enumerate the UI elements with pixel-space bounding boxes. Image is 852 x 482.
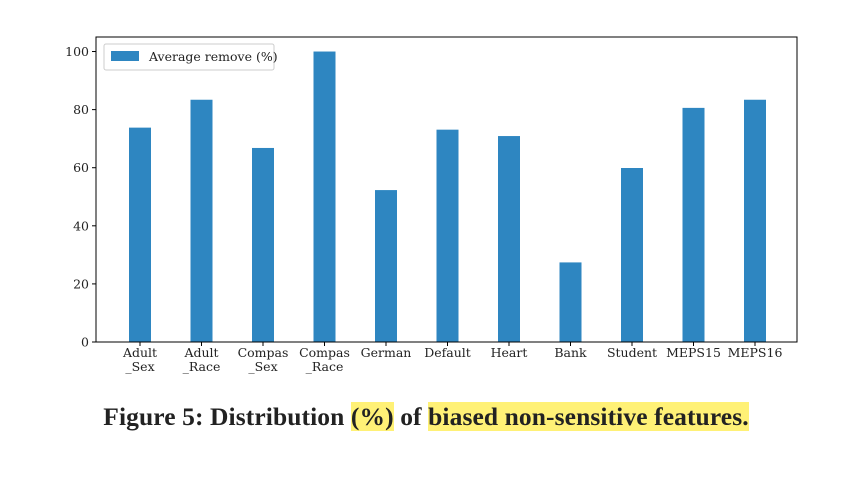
legend-label: Average remove (%)	[148, 49, 278, 64]
plot-frame	[95, 36, 798, 343]
x-tick-label: MEPS15	[666, 345, 721, 360]
bar	[744, 99, 766, 342]
x-tick-label: MEPS16	[728, 345, 783, 360]
x-tick-label: Adult	[183, 345, 218, 360]
x-tick-label: Compas	[238, 345, 289, 360]
x-tick-label: _Sex	[125, 359, 154, 374]
bar	[559, 262, 582, 342]
bar	[436, 129, 459, 342]
bar	[129, 127, 151, 342]
y-tick-label: 100	[65, 44, 89, 59]
x-tick-label: Default	[424, 345, 471, 360]
bar	[621, 168, 643, 342]
x-tick-label: Heart	[491, 345, 528, 360]
x-tick-label: Compas	[299, 345, 350, 360]
y-tick-label: 20	[73, 276, 89, 291]
bar	[252, 147, 274, 342]
x-tick-label: _Sex	[248, 359, 277, 374]
x-tick-label: German	[361, 345, 412, 360]
x-tick-label: Bank	[554, 345, 587, 360]
bar	[190, 99, 213, 342]
x-tick-label: _Race	[306, 359, 344, 374]
legend-box	[103, 43, 275, 71]
legend: Average remove (%)	[103, 43, 278, 71]
bar	[375, 190, 397, 342]
bar	[313, 51, 336, 343]
legend-swatch	[111, 51, 139, 61]
bars-layer	[129, 51, 766, 343]
y-tick-label: 60	[73, 160, 89, 175]
caption-prefix: Figure 5: Distribution	[103, 402, 351, 431]
caption-highlight-percent: (%)	[350, 402, 394, 431]
caption-highlight-features: biased non-sensitive features.	[428, 402, 749, 431]
y-tick-label: 40	[73, 218, 89, 233]
bar-chart: Adult_SexAdult_RaceCompas_SexCompas_Race…	[65, 36, 798, 374]
bar	[682, 107, 705, 342]
y-tick-label: 80	[73, 102, 89, 117]
x-axis-ticks: Adult_SexAdult_RaceCompas_SexCompas_Race…	[122, 342, 782, 374]
y-axis-ticks: 0 20 40 60 80 100	[65, 44, 96, 350]
x-tick-label: Adult	[122, 345, 157, 360]
caption-middle: of	[393, 402, 429, 431]
x-tick-label: _Race	[183, 359, 221, 374]
figure-caption: Figure 5: Distribution (%) of biased non…	[0, 402, 852, 432]
bar	[498, 136, 520, 342]
x-tick-label: Student	[607, 345, 657, 360]
y-tick-label: 0	[81, 335, 89, 350]
